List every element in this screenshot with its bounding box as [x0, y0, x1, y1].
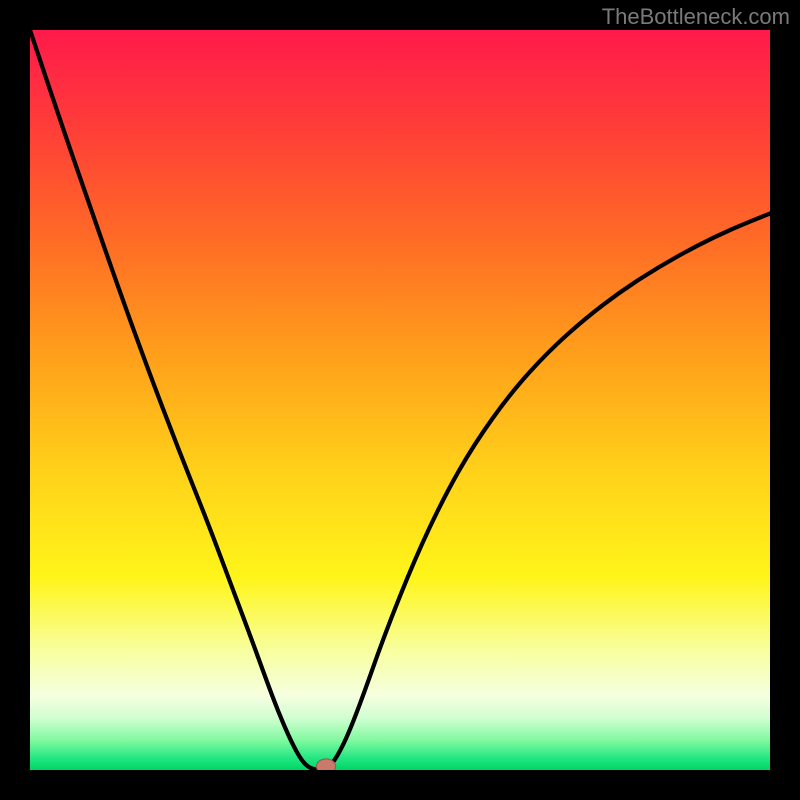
plot-area: [30, 30, 770, 770]
curve-layer: [30, 30, 770, 770]
bottleneck-marker: [316, 759, 335, 770]
chart-frame: TheBottleneck.com: [0, 0, 800, 800]
bottleneck-curve: [30, 30, 770, 770]
watermark-text: TheBottleneck.com: [602, 4, 790, 30]
